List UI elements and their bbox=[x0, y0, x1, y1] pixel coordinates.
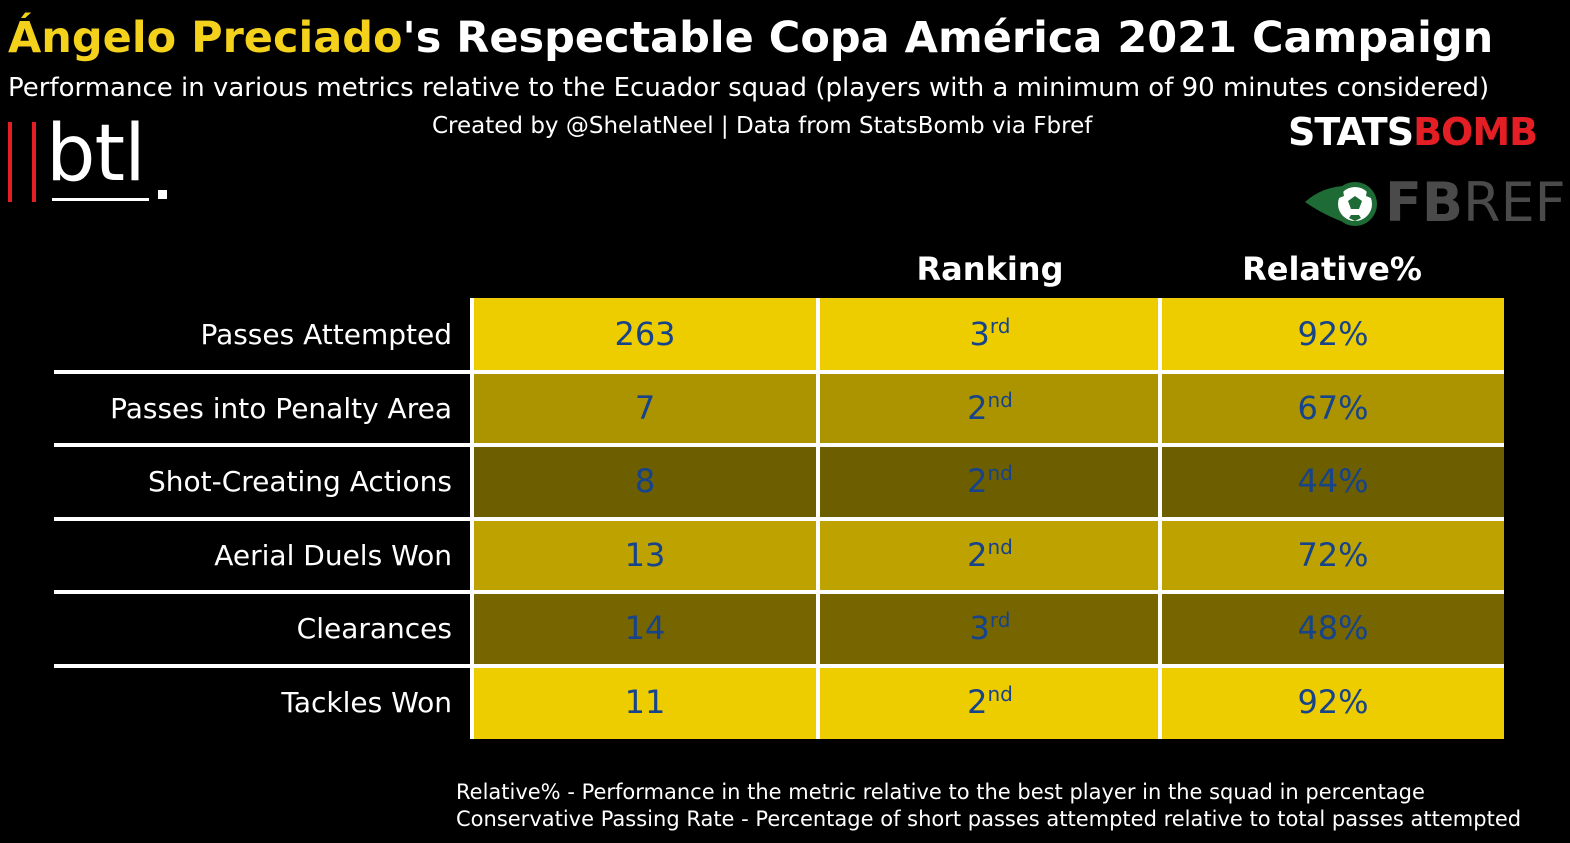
credit-line: Created by @ShelatNeel | Data from Stats… bbox=[432, 113, 1093, 139]
row-label: Aerial Duels Won bbox=[214, 538, 452, 572]
row-label: Tackles Won bbox=[281, 685, 452, 719]
column-header-ranking: Ranking bbox=[916, 250, 1064, 288]
footnote-relative: Relative% - Performance in the metric re… bbox=[456, 780, 1425, 804]
value-cell: 7 bbox=[474, 371, 816, 445]
rank-number: 2 bbox=[967, 682, 988, 721]
column-separator-line bbox=[470, 298, 474, 739]
btl-logo-text: btl bbox=[46, 109, 146, 199]
row-separator-line bbox=[54, 369, 470, 374]
value-cell: 263 bbox=[474, 298, 816, 372]
rank-number: 2 bbox=[967, 462, 988, 500]
ranking-cell: 2nd bbox=[820, 445, 1160, 519]
row-separator-line bbox=[54, 590, 470, 594]
statsbomb-logo-red: BOMB bbox=[1413, 110, 1538, 154]
rank-suffix: rd bbox=[989, 314, 1011, 338]
btl-underline bbox=[52, 198, 149, 201]
fbref-logo-fb: FB bbox=[1385, 171, 1464, 234]
relative-cell: 48% bbox=[1162, 592, 1504, 666]
title-rest: 's Respectable Copa América 2021 Campaig… bbox=[402, 13, 1494, 63]
rank-number: 3 bbox=[969, 315, 990, 353]
relative-cell: 92% bbox=[1162, 665, 1504, 739]
ranking-cell: 2nd bbox=[820, 371, 1160, 445]
fbref-logo: FBREF bbox=[1305, 172, 1566, 234]
statsbomb-logo-white: STATS bbox=[1288, 110, 1414, 154]
fbref-logo-ref: REF bbox=[1463, 171, 1566, 234]
ranking-cell: 3rd bbox=[820, 592, 1160, 666]
statsbomb-logo: STATSBOMB bbox=[1288, 108, 1538, 156]
cell-separator-line bbox=[470, 443, 1504, 447]
rank-number: 3 bbox=[969, 609, 990, 647]
cell-separator-line bbox=[470, 663, 1504, 668]
relative-cell: 44% bbox=[1162, 445, 1504, 519]
cell-separator-line bbox=[470, 369, 1504, 374]
rank-suffix: nd bbox=[987, 534, 1013, 559]
row-separator-line bbox=[54, 443, 470, 447]
fbref-logo-text: FBREF bbox=[1385, 172, 1566, 234]
btl-red-bar bbox=[8, 122, 12, 202]
row-label: Passes into Penalty Area bbox=[110, 391, 452, 425]
value-cell: 8 bbox=[474, 445, 816, 519]
rank-suffix: nd bbox=[987, 387, 1013, 412]
btl-red-bar bbox=[32, 122, 36, 202]
rank-number: 2 bbox=[967, 535, 988, 574]
column-separator-line bbox=[816, 298, 820, 739]
ranking-cell: 2nd bbox=[820, 665, 1160, 739]
row-separator-line bbox=[54, 663, 470, 668]
rank-number: 2 bbox=[967, 388, 988, 427]
ranking-cell: 2nd bbox=[820, 518, 1160, 592]
relative-cell: 92% bbox=[1162, 298, 1504, 372]
chart-title: Ángelo Preciado's Respectable Copa Améri… bbox=[8, 12, 1568, 64]
value-cell: 14 bbox=[474, 592, 816, 666]
footnote-passing-rate: Conservative Passing Rate - Percentage o… bbox=[456, 807, 1522, 831]
rank-suffix: nd bbox=[987, 681, 1013, 706]
chart-subtitle: Performance in various metrics relative … bbox=[8, 73, 1490, 103]
row-label: Passes Attempted bbox=[200, 318, 452, 351]
rank-suffix: rd bbox=[989, 608, 1011, 632]
cell-separator-line bbox=[470, 516, 1504, 521]
row-label: Shot-Creating Actions bbox=[147, 465, 452, 498]
value-cell: 13 bbox=[474, 518, 816, 592]
player-name: Ángelo Preciado bbox=[8, 13, 403, 63]
fbref-ball-icon bbox=[1305, 182, 1377, 226]
btl-dot bbox=[158, 190, 167, 199]
rank-suffix: nd bbox=[987, 461, 1013, 485]
ranking-cell: 3rd bbox=[820, 298, 1160, 372]
relative-cell: 67% bbox=[1162, 371, 1504, 445]
cell-separator-line bbox=[470, 590, 1504, 594]
relative-cell: 72% bbox=[1162, 518, 1504, 592]
value-cell: 11 bbox=[474, 665, 816, 739]
row-label: Clearances bbox=[296, 612, 452, 645]
row-separator-line bbox=[54, 516, 470, 521]
column-header-relative: Relative% bbox=[1242, 250, 1422, 288]
column-separator-line bbox=[1158, 298, 1162, 739]
